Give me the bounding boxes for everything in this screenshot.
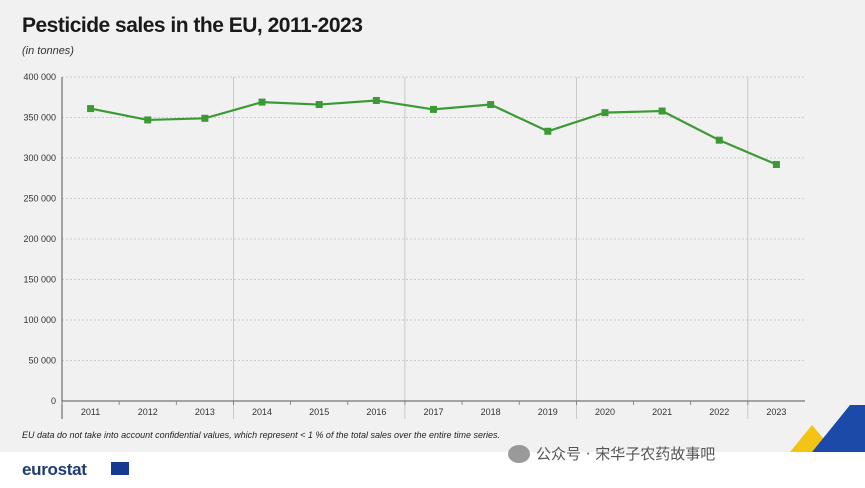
data-point — [258, 98, 266, 106]
data-point — [201, 114, 209, 122]
decor-blue-shape — [812, 405, 865, 452]
chart-subtitle: (in tonnes) — [22, 45, 74, 57]
watermark-text: 公众号 · 宋华子农药故事吧 — [536, 445, 716, 463]
wechat-icon — [508, 444, 530, 463]
data-point — [544, 127, 552, 135]
data-point — [372, 96, 380, 104]
y-tick-label: 250 000 — [23, 194, 56, 204]
x-tick-label: 2021 — [652, 407, 672, 417]
y-tick-label: 200 000 — [23, 234, 56, 244]
y-tick-label: 400 000 — [23, 72, 56, 82]
x-tick-label: 2023 — [766, 407, 786, 417]
data-point — [87, 105, 95, 113]
y-tick-label: 0 — [51, 396, 56, 406]
x-tick-label: 2017 — [423, 407, 443, 417]
eurostat-logo: eurostat — [22, 460, 87, 479]
x-tick-label: 2019 — [538, 407, 558, 417]
chart-title: Pesticide sales in the EU, 2011-2023 — [22, 14, 363, 37]
x-tick-label: 2018 — [481, 407, 501, 417]
footnote: EU data do not take into account confide… — [22, 430, 501, 440]
data-point — [144, 116, 152, 124]
y-tick-label: 50 000 — [28, 356, 56, 366]
eu-flag-icon — [111, 462, 129, 475]
x-tick-label: 2014 — [252, 407, 272, 417]
watermark: 公众号 · 宋华子农药故事吧 — [508, 443, 715, 464]
x-tick-label: 2013 — [195, 407, 215, 417]
data-point — [715, 136, 723, 144]
y-tick-label: 150 000 — [23, 275, 56, 285]
data-point — [772, 160, 780, 168]
x-tick-label: 2020 — [595, 407, 615, 417]
data-point — [658, 107, 666, 115]
y-tick-label: 100 000 — [23, 315, 56, 325]
x-tick-label: 2022 — [709, 407, 729, 417]
data-point — [601, 109, 609, 117]
x-tick-label: 2011 — [81, 407, 100, 417]
x-tick-label: 2016 — [366, 407, 386, 417]
y-tick-label: 350 000 — [23, 113, 56, 123]
data-point — [315, 101, 323, 109]
x-tick-label: 2015 — [309, 407, 329, 417]
footer — [0, 452, 865, 488]
y-tick-label: 300 000 — [23, 153, 56, 163]
x-tick-label: 2012 — [138, 407, 158, 417]
data-point — [430, 105, 437, 113]
data-point — [487, 101, 495, 109]
